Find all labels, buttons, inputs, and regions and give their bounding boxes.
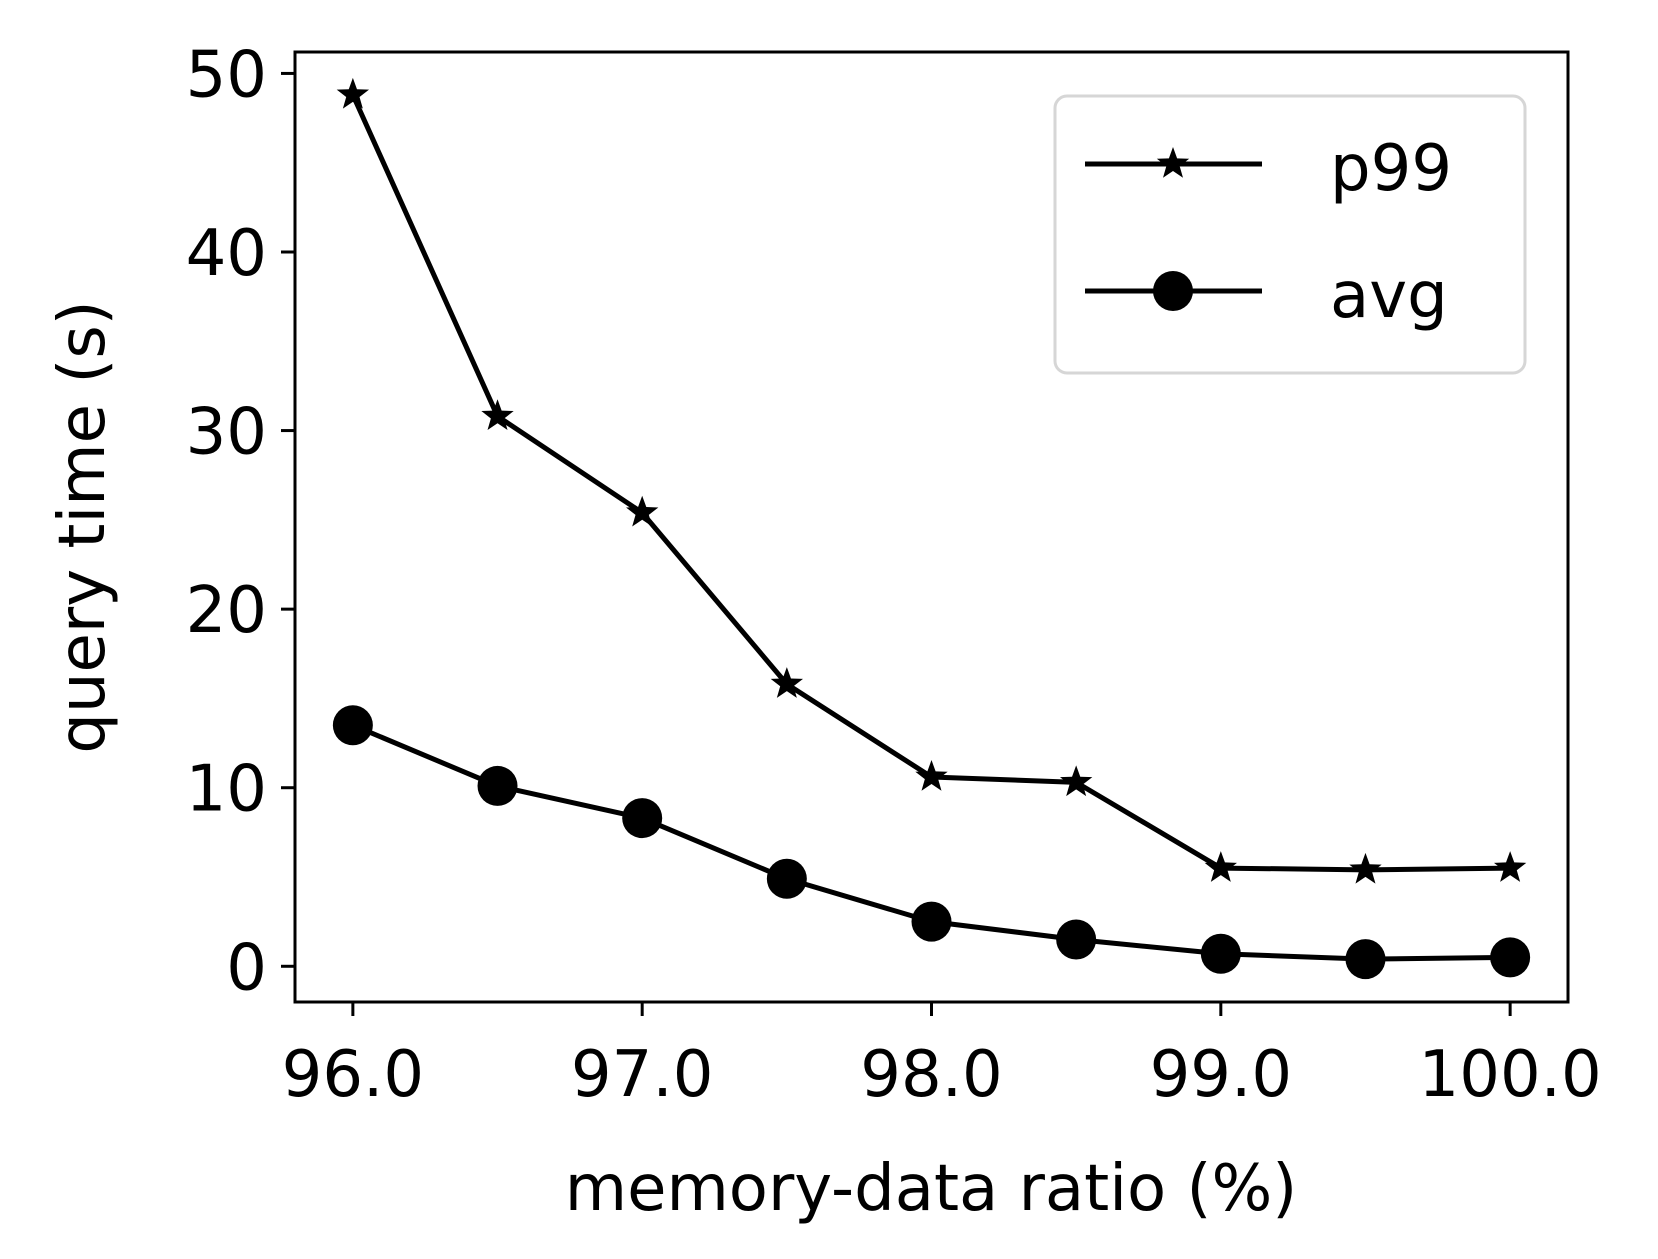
data-point-avg — [622, 798, 663, 839]
y-axis: 0 10 20 30 40 50 — [186, 38, 295, 1005]
y-tick-label: 0 — [226, 931, 267, 1005]
y-axis-label: query time (s) — [46, 300, 120, 753]
legend: p99 avg — [1053, 94, 1527, 375]
data-point-p99 — [1059, 765, 1093, 797]
x-axis: 96.0 97.0 98.0 99.0 100.0 — [282, 1002, 1602, 1112]
data-point-avg — [1056, 919, 1097, 960]
data-point-avg — [332, 705, 373, 746]
data-point-p99 — [915, 760, 948, 791]
plot-series — [332, 77, 1531, 980]
data-point-avg — [1200, 933, 1241, 974]
y-tick-label: 50 — [186, 38, 267, 112]
data-point-p99 — [1349, 852, 1382, 884]
plot-frame — [293, 50, 1570, 1004]
data-point-p99 — [770, 667, 804, 698]
legend-label-p99: p99 — [1330, 132, 1452, 206]
data-point-p99 — [481, 399, 514, 431]
circle-icon — [1153, 271, 1193, 311]
data-point-avg — [911, 901, 952, 942]
legend-box — [1053, 94, 1527, 375]
data-point-avg — [477, 765, 518, 806]
y-tick-label: 20 — [186, 574, 267, 648]
x-tick-label: 97.0 — [571, 1038, 714, 1112]
data-point-avg — [1490, 937, 1531, 978]
x-axis-label: memory-data ratio (%) — [565, 1152, 1298, 1226]
x-tick-label: 99.0 — [1150, 1038, 1293, 1112]
data-point-p99 — [626, 495, 659, 527]
x-tick-label: 98.0 — [860, 1038, 1003, 1112]
x-tick-label: 100.0 — [1419, 1038, 1602, 1112]
legend-label-avg: avg — [1330, 259, 1448, 333]
data-point-p99 — [1493, 851, 1527, 882]
y-tick-label: 10 — [186, 753, 267, 827]
x-tick-label: 96.0 — [282, 1038, 425, 1112]
y-tick-label: 30 — [186, 396, 267, 470]
star-icon — [1156, 147, 1190, 178]
y-tick-label: 40 — [186, 217, 267, 291]
data-point-p99 — [1204, 851, 1237, 882]
data-point-p99 — [336, 77, 370, 109]
data-point-avg — [1345, 939, 1386, 980]
data-point-avg — [766, 858, 807, 899]
